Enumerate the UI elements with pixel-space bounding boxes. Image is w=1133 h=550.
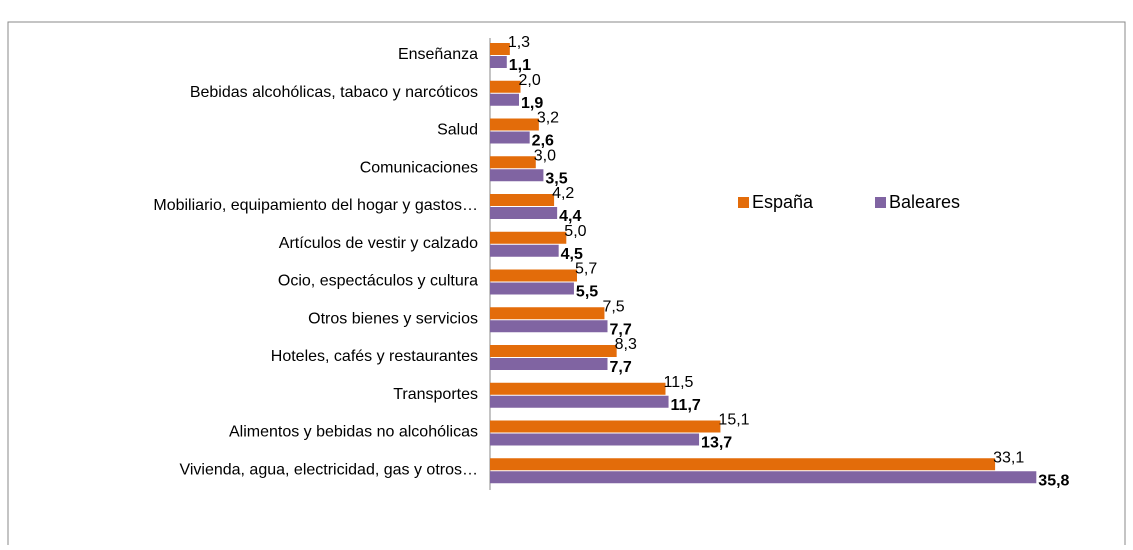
value-label: 7,7 [610, 321, 632, 338]
bar [490, 471, 1037, 484]
value-label: 2,6 [532, 133, 554, 150]
category-label: Mobiliario, equipamiento del hogar y gas… [153, 197, 478, 214]
bar [490, 207, 558, 219]
legend-label: España [752, 192, 814, 212]
value-label: 11,5 [663, 374, 693, 391]
value-label: 8,3 [615, 336, 637, 353]
bar [490, 80, 521, 93]
value-label: 7,5 [602, 298, 624, 315]
category-label: Salud [437, 122, 478, 139]
value-label: 7,7 [610, 359, 632, 376]
category-label: Comunicaciones [360, 159, 478, 176]
bar [490, 118, 539, 131]
value-label: 5,7 [575, 261, 597, 278]
value-label: 15,1 [718, 412, 749, 429]
bar [490, 56, 507, 68]
bar [490, 131, 530, 144]
bar [490, 307, 605, 320]
value-label: 4,5 [561, 246, 583, 263]
value-label: 3,2 [537, 110, 559, 127]
category-label: Artículos de vestir y calzado [279, 235, 478, 252]
bar [490, 382, 666, 395]
bar [490, 458, 996, 471]
value-label: 1,1 [509, 57, 531, 74]
legend-swatch [875, 197, 886, 208]
category-label: Vivienda, agua, electricidad, gas y otro… [179, 461, 478, 478]
category-label: Bebidas alcohólicas, tabaco y narcóticos [190, 84, 478, 101]
bar [490, 433, 700, 446]
chart-frame [7, 21, 1126, 545]
value-label: 33,1 [993, 449, 1024, 466]
value-label: 5,5 [576, 284, 598, 301]
bar [490, 169, 544, 182]
bar [490, 395, 669, 408]
value-label: 1,3 [508, 34, 530, 51]
bar [490, 93, 519, 106]
category-label: Enseñanza [398, 46, 478, 63]
value-label: 11,7 [671, 397, 701, 414]
category-label: Transportes [393, 386, 478, 403]
bar [490, 345, 617, 357]
value-label: 5,0 [564, 223, 586, 240]
category-label: Hoteles, cafés y restaurantes [271, 348, 478, 365]
value-label: 2,0 [519, 72, 541, 89]
value-label: 3,0 [534, 147, 556, 164]
value-label: 4,2 [552, 185, 574, 202]
value-label: 13,7 [701, 435, 732, 452]
bar [490, 269, 577, 282]
value-label: 35,8 [1038, 472, 1069, 489]
category-label: Alimentos y bebidas no alcohólicas [229, 424, 478, 441]
legend-swatch [738, 197, 749, 208]
category-label: Otros bienes y servicios [308, 310, 478, 327]
bar [490, 231, 567, 244]
bar [490, 194, 555, 206]
bar [490, 420, 721, 433]
bar [490, 244, 559, 257]
bar [490, 43, 510, 55]
bar [490, 156, 536, 169]
bar [490, 320, 608, 333]
category-label: Ocio, espectáculos y cultura [278, 273, 478, 290]
bar [490, 282, 574, 295]
bar [490, 358, 608, 370]
legend-label: Baleares [889, 192, 960, 212]
value-label: 3,5 [545, 170, 567, 187]
value-label: 4,4 [559, 208, 581, 225]
value-label: 1,9 [521, 95, 543, 112]
